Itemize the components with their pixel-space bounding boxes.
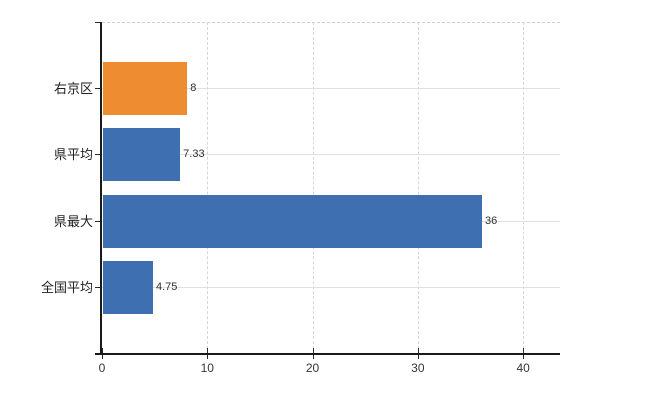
y-axis-tick-mark bbox=[95, 87, 102, 89]
value-label: 7.33 bbox=[183, 148, 205, 161]
vertical-gridline bbox=[523, 22, 525, 354]
vertical-gridline bbox=[207, 22, 209, 354]
x-tick-label: 20 bbox=[305, 361, 320, 375]
y-axis-line bbox=[100, 22, 102, 354]
category-label: 県最大 bbox=[53, 213, 93, 229]
chart-bar bbox=[103, 61, 188, 115]
value-label: 36 bbox=[485, 214, 498, 227]
x-axis-line bbox=[95, 353, 560, 355]
y-axis-tick-mark bbox=[95, 154, 102, 156]
horizontal-gridline bbox=[102, 154, 560, 156]
vertical-gridline bbox=[417, 22, 419, 354]
chart-bar bbox=[103, 128, 181, 182]
category-label: 県平均 bbox=[53, 147, 93, 163]
x-tick-label: 0 bbox=[98, 361, 106, 375]
x-tick-label: 40 bbox=[516, 361, 530, 375]
chart-bar bbox=[103, 194, 483, 248]
vertical-gridline bbox=[312, 22, 314, 354]
horizontal-gridline bbox=[102, 87, 560, 89]
x-tick-label: 10 bbox=[200, 361, 214, 375]
value-label: 8 bbox=[190, 81, 197, 94]
y-axis-tick-mark bbox=[95, 220, 102, 222]
x-tick-label: 30 bbox=[411, 361, 425, 375]
chart-bar bbox=[103, 261, 153, 315]
value-label: 4.75 bbox=[156, 281, 178, 294]
category-label: 全国平均 bbox=[40, 280, 93, 296]
y-axis-tick-mark bbox=[95, 287, 102, 289]
y-axis-top-tick-mark bbox=[95, 22, 102, 23]
category-label: 右京区 bbox=[53, 80, 93, 96]
horizontal-gridline bbox=[102, 287, 560, 289]
plot-top-border bbox=[102, 22, 560, 23]
